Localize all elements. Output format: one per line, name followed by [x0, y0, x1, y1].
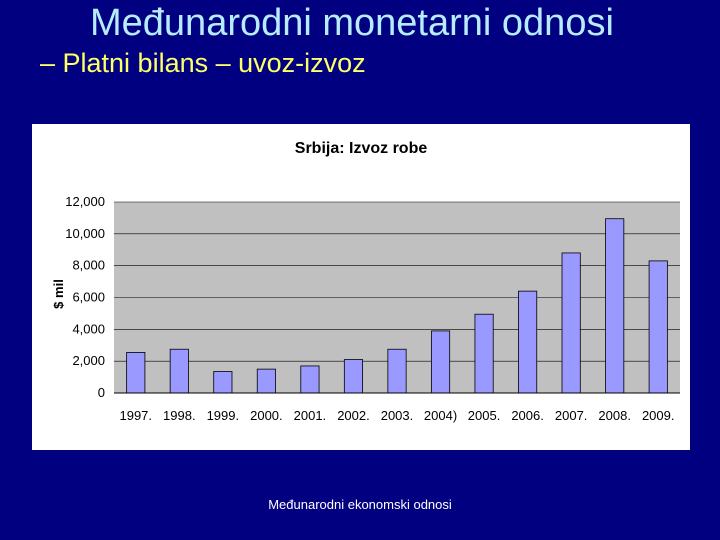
- x-tick-label: 2009.: [642, 408, 675, 423]
- x-tick-label: 1998.: [163, 408, 196, 423]
- y-tick-label: 6,000: [72, 290, 105, 305]
- slide-title: Međunarodni monetarni odnosi: [90, 2, 614, 44]
- bar: [474, 313, 494, 394]
- y-tick-label: 2,000: [72, 353, 105, 368]
- bar: [430, 330, 451, 394]
- bar: [518, 290, 538, 394]
- x-tick-label: 2007.: [555, 408, 588, 423]
- chart-title: Srbija: Izvoz robe: [295, 140, 428, 157]
- export-bar-chart: Srbija: Izvoz robe $ mil 0 2,000 4,000 6,00…: [51, 140, 680, 423]
- x-tick-label: 2002.: [337, 408, 370, 423]
- y-tick-label: 0: [98, 385, 105, 400]
- bar: [256, 368, 276, 394]
- bar: [387, 348, 407, 394]
- y-axis-label: $ mil: [51, 279, 66, 309]
- x-tick-label: 2004): [424, 408, 457, 423]
- x-tick-label: 2003.: [381, 408, 414, 423]
- x-tick-label: 2000.: [250, 408, 283, 423]
- bar: [300, 365, 320, 394]
- y-tick-label: 12,000: [65, 194, 105, 209]
- x-tick-label: 1997.: [119, 408, 152, 423]
- bars: [126, 218, 668, 394]
- y-tick-label: 8,000: [72, 258, 105, 273]
- x-tick-label: 1999.: [207, 408, 240, 423]
- bar: [169, 348, 189, 394]
- x-tick-label: 2001.: [294, 408, 327, 423]
- chart-panel: Srbija: Izvoz robe $ mil 0 2,000 4,000 6,00…: [32, 124, 690, 450]
- bar: [213, 371, 233, 394]
- x-tick-labels: 1997. 1998. 1999. 2000. 2001. 2002. 2003. 2004)…: [119, 408, 674, 423]
- y-tick-labels: 0 2,000 4,000 6,000 8,000 10,000 12,000: [65, 194, 105, 400]
- y-tick-label: 4,000: [72, 321, 105, 336]
- slide-footer: Međunarodni ekonomski odnosi: [268, 497, 452, 512]
- bar: [343, 359, 364, 394]
- x-tick-label: 2006.: [511, 408, 544, 423]
- x-tick-label: 2008.: [598, 408, 631, 423]
- bar: [126, 352, 146, 394]
- bar: [648, 260, 668, 394]
- slide-subtitle: – Platni bilans – uvoz-izvoz: [40, 48, 366, 78]
- bar: [561, 252, 581, 394]
- x-tick-label: 2005.: [468, 408, 501, 423]
- bar: [605, 218, 625, 394]
- y-tick-label: 10,000: [65, 226, 105, 241]
